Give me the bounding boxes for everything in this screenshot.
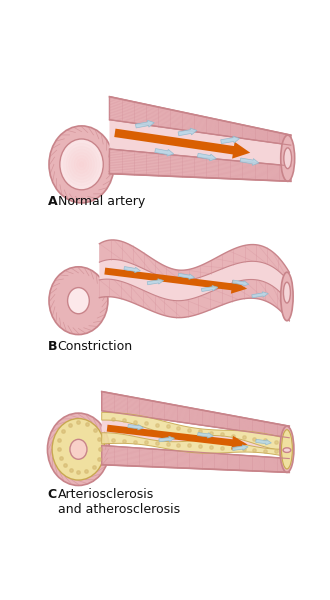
Ellipse shape xyxy=(80,162,84,167)
FancyArrow shape xyxy=(114,128,250,158)
Polygon shape xyxy=(102,433,289,457)
Ellipse shape xyxy=(52,419,105,480)
Ellipse shape xyxy=(72,152,92,176)
Ellipse shape xyxy=(280,426,294,472)
Ellipse shape xyxy=(64,143,100,185)
Ellipse shape xyxy=(70,439,87,459)
Polygon shape xyxy=(110,120,291,166)
Ellipse shape xyxy=(61,140,102,188)
FancyArrow shape xyxy=(240,158,259,166)
Ellipse shape xyxy=(49,267,108,335)
FancyArrow shape xyxy=(232,445,248,451)
Ellipse shape xyxy=(77,159,86,170)
FancyArrow shape xyxy=(124,266,140,272)
FancyArrow shape xyxy=(232,280,249,286)
FancyArrow shape xyxy=(135,121,154,128)
Text: Constriction: Constriction xyxy=(57,340,133,353)
FancyArrow shape xyxy=(197,153,216,161)
FancyArrow shape xyxy=(147,279,164,285)
Text: C: C xyxy=(48,488,56,501)
Text: A: A xyxy=(48,195,57,208)
Ellipse shape xyxy=(74,155,89,173)
Ellipse shape xyxy=(284,148,292,169)
Text: Arteriosclerosis
and atherosclerosis: Arteriosclerosis and atherosclerosis xyxy=(57,488,180,516)
Polygon shape xyxy=(99,259,289,303)
Ellipse shape xyxy=(68,287,89,314)
Polygon shape xyxy=(102,392,289,438)
FancyArrow shape xyxy=(104,268,247,293)
Ellipse shape xyxy=(281,430,292,469)
FancyArrow shape xyxy=(221,136,240,143)
Polygon shape xyxy=(102,445,289,472)
Ellipse shape xyxy=(281,272,293,321)
FancyArrow shape xyxy=(252,292,268,298)
Polygon shape xyxy=(110,149,291,181)
Polygon shape xyxy=(102,412,289,451)
Ellipse shape xyxy=(66,146,97,182)
Ellipse shape xyxy=(283,448,291,452)
Ellipse shape xyxy=(60,139,103,190)
Ellipse shape xyxy=(49,126,114,203)
FancyArrow shape xyxy=(178,273,195,280)
FancyArrow shape xyxy=(178,128,197,136)
Ellipse shape xyxy=(283,282,290,303)
Polygon shape xyxy=(110,97,291,145)
Ellipse shape xyxy=(69,149,94,179)
Polygon shape xyxy=(99,240,289,282)
FancyArrow shape xyxy=(198,433,213,438)
FancyArrow shape xyxy=(159,436,175,442)
FancyArrow shape xyxy=(201,286,218,292)
Ellipse shape xyxy=(48,413,110,485)
FancyArrow shape xyxy=(107,425,248,449)
FancyArrow shape xyxy=(155,149,174,156)
FancyArrow shape xyxy=(128,424,144,430)
Text: Normal artery: Normal artery xyxy=(57,195,145,208)
Polygon shape xyxy=(102,420,289,451)
Ellipse shape xyxy=(281,135,295,181)
FancyArrow shape xyxy=(256,439,271,445)
Polygon shape xyxy=(99,279,289,321)
Text: B: B xyxy=(48,340,57,353)
